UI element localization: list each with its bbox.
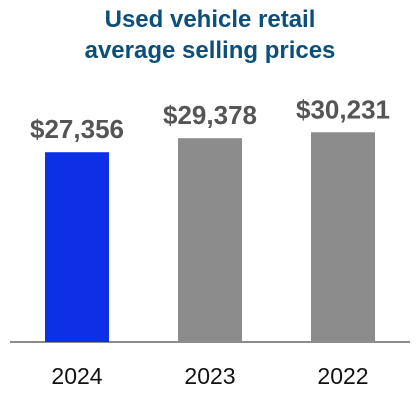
bar-2024 <box>45 152 109 342</box>
x-tick-label-2024: 2024 <box>51 363 102 389</box>
bar-2023 <box>178 138 242 342</box>
x-tick-label-2023: 2023 <box>184 363 235 389</box>
chart-title-line-2: average selling prices <box>84 37 336 64</box>
data-label-2024: $27,356 <box>30 114 124 144</box>
x-tick-label-2022: 2022 <box>317 363 368 389</box>
chart-title: Used vehicle retail average selling pric… <box>0 4 420 66</box>
chart-title-line-1: Used vehicle retail <box>104 6 316 33</box>
data-label-2023: $29,378 <box>163 100 257 130</box>
bar-2022 <box>311 132 375 342</box>
data-label-2022: $30,231 <box>296 94 390 124</box>
